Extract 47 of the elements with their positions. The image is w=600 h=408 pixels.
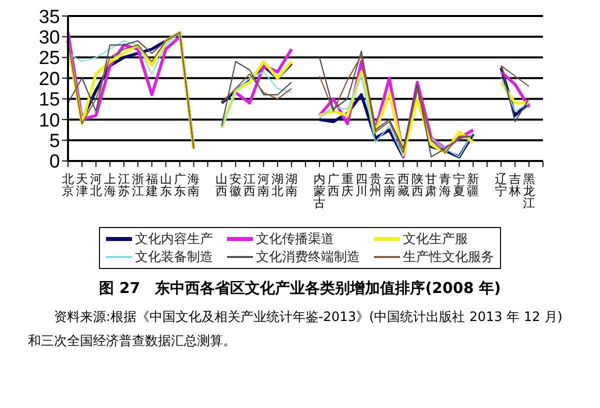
y-tick-label: 20 [38, 68, 60, 90]
x-tick-label: 北京 [62, 172, 74, 198]
text: 资料来源:根据《中国文化及相关产业统计年鉴-2013》(中国统计出版社 2013 年 12 月)和三次全国经济普查数据汇总测算。 [27, 309, 564, 351]
x-tick-label: 河南 [258, 172, 270, 198]
x-tick-label: 上海 [104, 172, 116, 198]
legend-label: 生产性文化服务 [403, 249, 494, 266]
x-tick-label: 黑龙江 [523, 172, 536, 210]
x-tick-label: 甘肃 [425, 172, 438, 198]
x-tick-label: 江西 [244, 172, 256, 198]
x-tick-label: 海南 [188, 172, 200, 198]
legend-label: 文化消费终端制造 [256, 249, 360, 266]
legend-label: 文化传播渠道 [256, 231, 334, 248]
x-tick-label: 青海 [439, 172, 452, 198]
y-tick-label: 5 [49, 131, 60, 152]
x-tick-label: 新疆 [467, 172, 480, 198]
y-tick-label: 30 [38, 27, 60, 48]
legend-label: 文化内容生产 [135, 231, 213, 248]
x-tick-label: 陕西 [411, 172, 424, 198]
y-tick-label: 0 [49, 152, 60, 173]
legend-label: 文化装备制造 [135, 249, 213, 266]
y-tick-label: 10 [38, 110, 60, 132]
x-tick-label: 云南 [383, 172, 396, 198]
x-tick-label: 湖南 [286, 172, 298, 198]
x-tick-label: 内蒙古 [313, 172, 326, 210]
x-tick-label: 安徽 [230, 172, 242, 198]
x-tick-label: 西藏 [397, 172, 410, 198]
legend-label: 文化生产服 [403, 231, 468, 248]
x-tick-label: 湖北 [272, 172, 284, 198]
y-tick-label: 25 [38, 48, 60, 70]
text: 图 27 东中西各省区文化产业各类别增加值排序(2008 年) [98, 279, 502, 298]
x-tick-label: 山东 [160, 172, 172, 198]
x-tick-label: 广西 [327, 172, 340, 198]
x-tick-label: 重庆 [341, 172, 354, 198]
x-tick-label: 辽宁 [495, 172, 508, 198]
x-tick-label: 河北 [90, 172, 102, 198]
y-tick-label: 35 [38, 6, 60, 28]
x-tick-label: 贵州 [369, 172, 382, 198]
x-tick-label: 吉林 [508, 172, 522, 198]
x-tick-label: 天津 [76, 172, 88, 198]
x-tick-label: 山西 [216, 172, 228, 198]
x-tick-label: 宁夏 [453, 172, 466, 198]
x-tick-label: 四川 [355, 172, 368, 198]
x-tick-label: 广东 [174, 172, 186, 198]
x-tick-label: 浙江 [132, 172, 144, 198]
y-tick-label: 15 [38, 90, 60, 111]
x-tick-label: 江苏 [118, 172, 130, 198]
x-tick-label: 福建 [144, 172, 158, 198]
